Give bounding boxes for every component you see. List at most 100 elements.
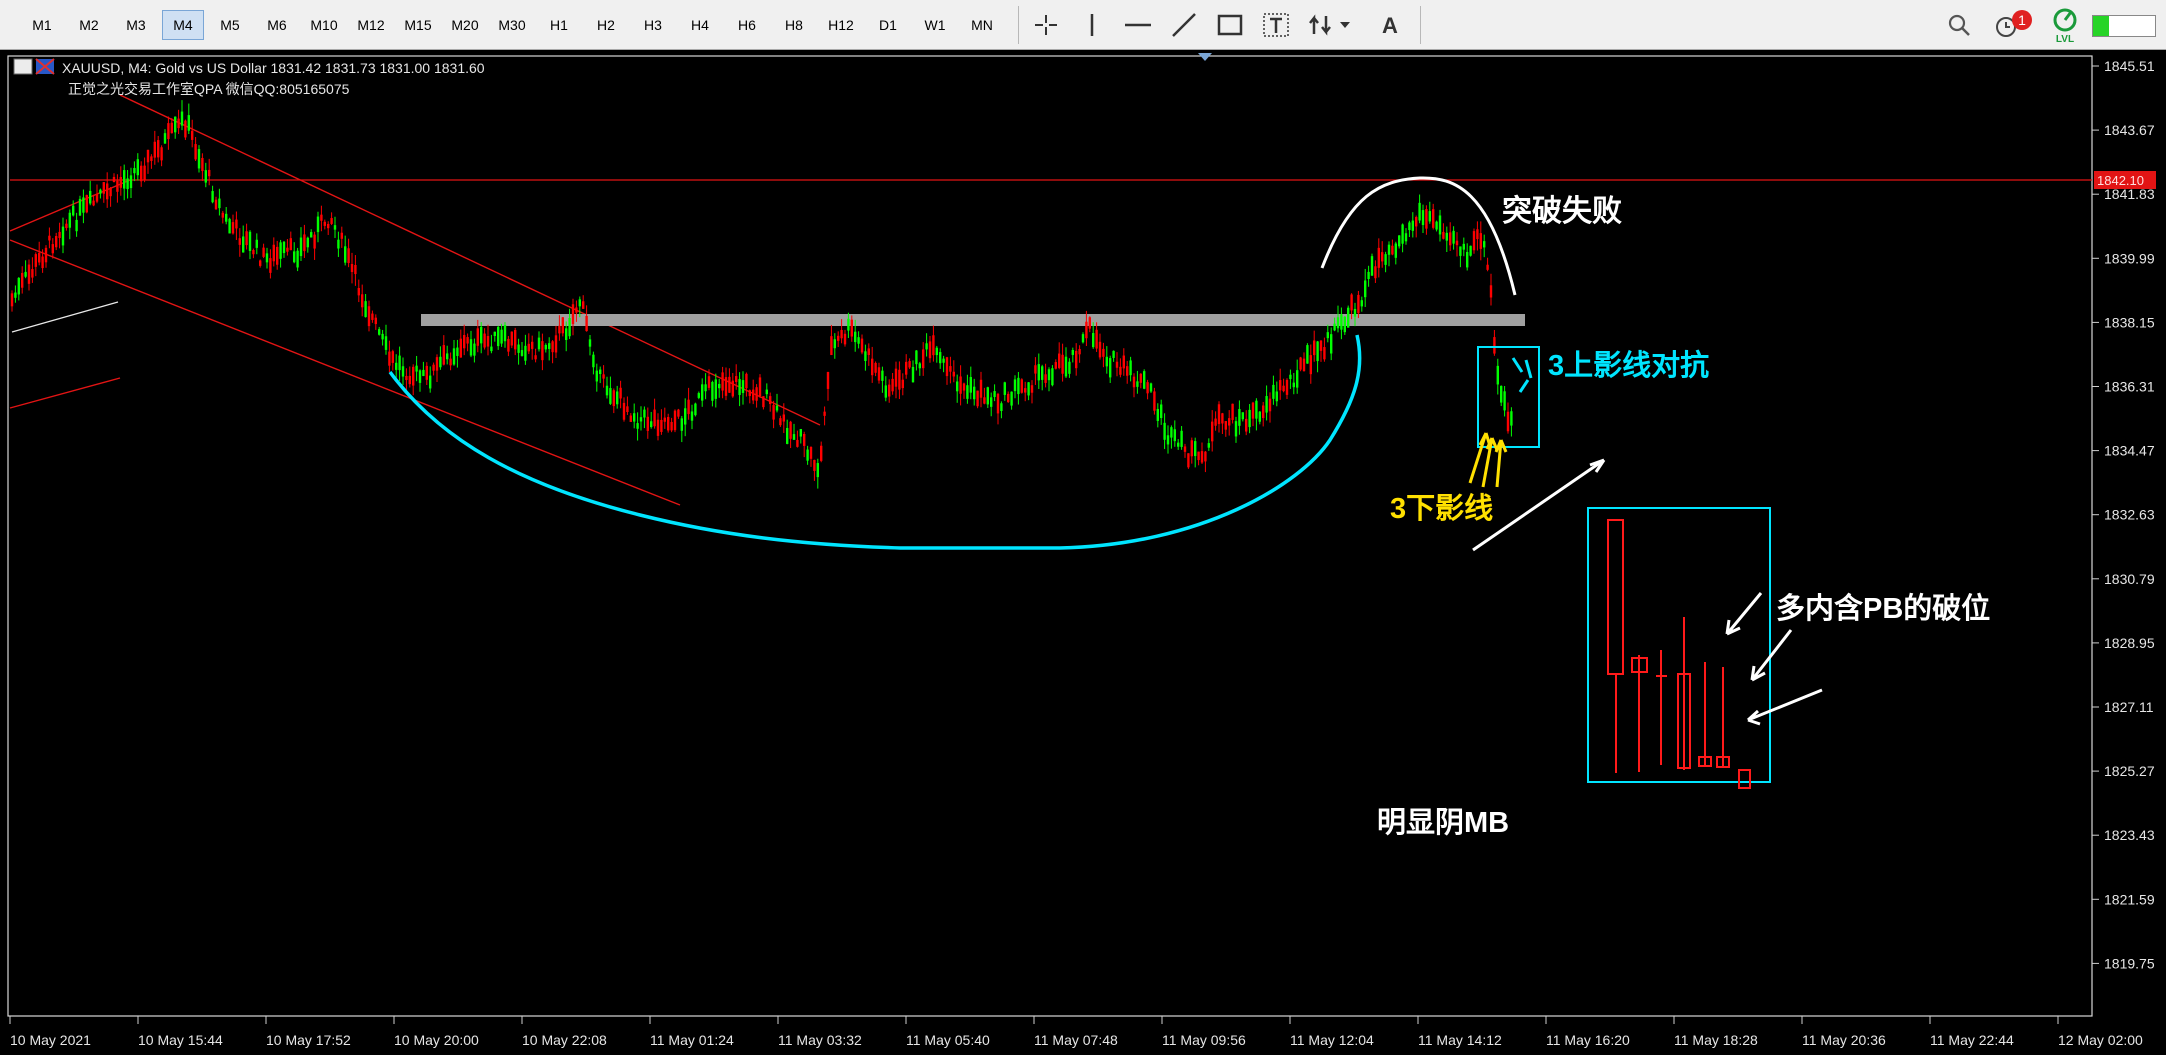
chart-header: XAUUSD, M4: Gold vs US Dollar 1831.42 18… (13, 58, 485, 97)
timeframe-button-m20[interactable]: M20 (451, 17, 479, 33)
candle-body (1415, 217, 1418, 227)
price-chart[interactable]: 突破失败 3上影线对抗 3下影线 多内含PB的破位 明显阴MB XAUUSD, … (0, 50, 2166, 1055)
candle-body (432, 364, 435, 371)
candle-body (1262, 405, 1265, 419)
candle-body (1197, 451, 1200, 461)
timeframe-button-m1[interactable]: M1 (32, 17, 52, 33)
time-tick-label: 11 May 03:32 (778, 1032, 862, 1048)
crosshair-icon[interactable] (1030, 10, 1062, 40)
candle-body (347, 248, 350, 264)
candle-body (1340, 314, 1343, 330)
candle-body (534, 355, 537, 360)
candle-body (364, 301, 367, 318)
candle-body (1469, 245, 1472, 256)
rounding-bottom-curve (388, 334, 1362, 550)
candle-body (1476, 229, 1479, 240)
candle-body (1483, 241, 1486, 248)
timeframe-button-m12[interactable]: M12 (357, 17, 385, 33)
upper-wicks-label: 3上影线对抗 (1548, 348, 1709, 382)
candle-body (119, 177, 122, 188)
trendline-icon[interactable] (1168, 10, 1200, 40)
toolbar: M1 M2 M3 M4 M5 M6 M10 M12 M15 M20 M30 H1 H2 H3 H4 H6 H8 H… (0, 0, 2166, 50)
candle-body (316, 216, 320, 233)
candle-body (1309, 355, 1312, 375)
timeframe-button-m2[interactable]: M2 (79, 17, 99, 33)
candle-body (677, 409, 680, 417)
candle-body (218, 198, 221, 209)
candle-body (925, 343, 928, 350)
timeframe-button-m3[interactable]: M3 (126, 17, 146, 33)
candle-body (592, 354, 595, 368)
shift-marker-icon[interactable] (1198, 53, 1212, 61)
time-axis: 10 May 2021 10 May 15:44 10 May 17:52 10 Ma… (9, 1016, 2143, 1048)
text-icon[interactable] (1260, 10, 1292, 40)
candle-body (1347, 307, 1350, 328)
candle-body (1500, 385, 1503, 403)
candle-body (588, 339, 592, 347)
timeframe-button-h1[interactable]: H1 (550, 17, 568, 33)
time-tick-label: 11 May 16:20 (1546, 1032, 1630, 1048)
candle-body (310, 232, 313, 238)
timeframe-button-h2[interactable]: H2 (597, 17, 615, 33)
timeframe-button-h8[interactable]: H8 (785, 17, 803, 33)
candle-body (157, 140, 160, 158)
candle-body (524, 345, 527, 361)
candle-body (1013, 379, 1017, 392)
candle-body (228, 218, 231, 234)
timeframe-button-m4[interactable]: M4 (162, 10, 204, 40)
candle-body (1146, 382, 1149, 394)
svg-text:A: A (1382, 13, 1398, 38)
candle-body (765, 389, 768, 395)
candle-body (374, 317, 377, 325)
candle-body (891, 378, 894, 392)
timeframe-button-d1[interactable]: D1 (879, 17, 897, 33)
horizontal-line-icon[interactable] (1122, 10, 1154, 40)
notification-badge: 1 (2018, 12, 2026, 28)
candle-body (282, 241, 286, 254)
candle-body (707, 376, 711, 388)
time-tick-label: 11 May 18:28 (1674, 1032, 1758, 1048)
lvl-icon[interactable]: LVL (2048, 6, 2082, 44)
timeframe-button-h6[interactable]: H6 (738, 17, 756, 33)
candle-body (1265, 396, 1268, 413)
time-tick-label: 12 May 02:00 (2058, 1032, 2143, 1048)
candle-body (1296, 370, 1299, 388)
candle-body (129, 175, 133, 189)
timeframe-button-mn[interactable]: MN (971, 17, 993, 33)
notifications-icon[interactable]: 1 (1992, 10, 2036, 40)
timeframe-button-m6[interactable]: M6 (267, 17, 287, 33)
candle-body (167, 123, 170, 139)
text-label-icon[interactable]: A (1374, 10, 1406, 40)
candle-body (259, 260, 262, 266)
search-icon[interactable] (1944, 10, 1976, 40)
candle-body (1336, 317, 1340, 329)
timeframe-button-w1[interactable]: W1 (924, 17, 946, 33)
timeframe-button-h12[interactable]: H12 (828, 17, 854, 33)
candle-body (1207, 443, 1210, 448)
candle-body (245, 231, 248, 246)
candle-body (690, 411, 694, 421)
arrows-icon[interactable] (1306, 10, 1356, 40)
candle-body (803, 433, 806, 446)
timeframe-button-m10[interactable]: M10 (310, 17, 338, 33)
candle-body (238, 238, 241, 245)
lower-wicks-label: 3下影线 (1390, 492, 1493, 525)
candle-body (1248, 409, 1251, 428)
candle-body (286, 247, 289, 252)
candle-body (163, 133, 167, 144)
timeframe-button-m5[interactable]: M5 (220, 17, 240, 33)
timeframe-button-h4[interactable]: H4 (691, 17, 709, 33)
candle-body (27, 264, 31, 284)
candle-body (116, 180, 119, 192)
price-tick-label: 1819.75 (2104, 955, 2155, 971)
timeframe-button-h3[interactable]: H3 (644, 17, 662, 33)
candle-body (840, 329, 843, 339)
rectangle-icon[interactable] (1214, 10, 1246, 40)
candle-body (38, 252, 41, 263)
timeframe-button-m15[interactable]: M15 (404, 17, 432, 33)
vertical-line-icon[interactable] (1076, 10, 1108, 40)
candle-body (10, 293, 14, 307)
candle-body (636, 423, 639, 429)
timeframe-button-m30[interactable]: M30 (498, 17, 526, 33)
candle-body (231, 222, 235, 234)
